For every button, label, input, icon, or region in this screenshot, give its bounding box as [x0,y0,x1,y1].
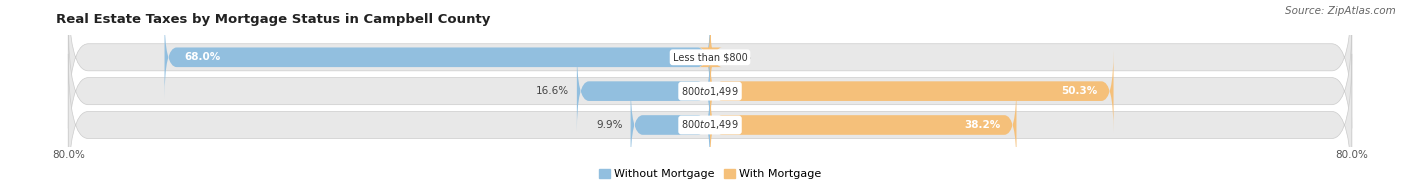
FancyBboxPatch shape [710,50,1114,132]
Text: 38.2%: 38.2% [965,120,1001,130]
Text: $800 to $1,499: $800 to $1,499 [682,119,738,132]
Text: 68.0%: 68.0% [184,52,221,62]
Text: 50.3%: 50.3% [1062,86,1098,96]
FancyBboxPatch shape [69,0,1351,128]
FancyBboxPatch shape [631,84,710,166]
FancyBboxPatch shape [165,16,710,98]
Text: 0.07%: 0.07% [718,52,751,62]
Text: 9.9%: 9.9% [596,120,623,130]
Text: Real Estate Taxes by Mortgage Status in Campbell County: Real Estate Taxes by Mortgage Status in … [56,13,491,26]
FancyBboxPatch shape [69,20,1351,162]
Text: Less than $800: Less than $800 [672,52,748,62]
Text: Source: ZipAtlas.com: Source: ZipAtlas.com [1285,6,1396,16]
FancyBboxPatch shape [710,84,1017,166]
Text: $800 to $1,499: $800 to $1,499 [682,85,738,98]
Text: 16.6%: 16.6% [536,86,569,96]
FancyBboxPatch shape [69,54,1351,196]
Legend: Without Mortgage, With Mortgage: Without Mortgage, With Mortgage [595,165,825,184]
FancyBboxPatch shape [576,50,710,132]
FancyBboxPatch shape [699,16,723,98]
